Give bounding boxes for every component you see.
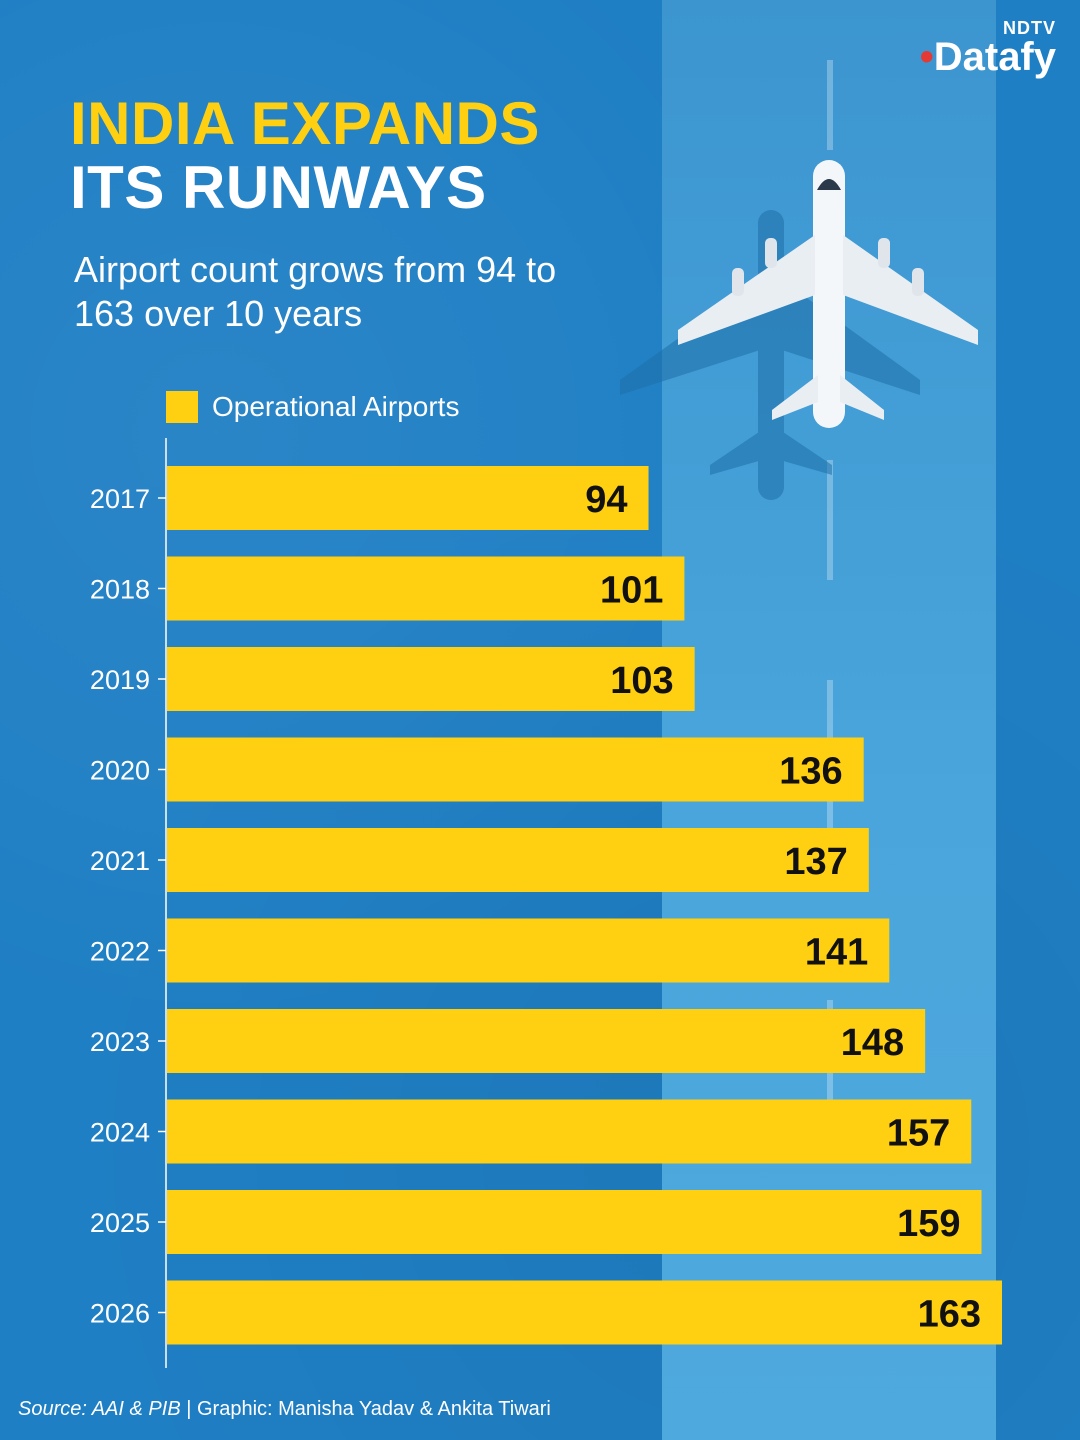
chart-legend: Operational Airports bbox=[166, 391, 459, 423]
brand-main-label: Datafy bbox=[933, 35, 1056, 79]
data-label: 163 bbox=[918, 1294, 981, 1336]
data-label: 159 bbox=[897, 1203, 960, 1245]
bar bbox=[167, 918, 890, 983]
data-label: 136 bbox=[779, 751, 842, 793]
runway-centerline bbox=[827, 460, 833, 580]
data-label: 137 bbox=[784, 841, 847, 883]
tick-label: 2019 bbox=[90, 665, 150, 695]
bar bbox=[167, 1190, 982, 1254]
brand-logo: NDTV •Datafy bbox=[920, 18, 1056, 77]
data-label: 141 bbox=[805, 932, 868, 974]
brand-top-label: NDTV bbox=[1003, 18, 1056, 38]
runway-centerline bbox=[827, 60, 833, 150]
bar bbox=[167, 556, 685, 621]
tick-label: 2022 bbox=[90, 937, 150, 967]
tick-label: 2021 bbox=[90, 846, 150, 876]
data-label: 103 bbox=[610, 660, 673, 702]
brand-dot-icon: • bbox=[919, 35, 934, 79]
title-line-1: INDIA EXPANDS bbox=[70, 90, 540, 157]
bar bbox=[167, 466, 649, 530]
bar bbox=[167, 737, 864, 802]
subtitle: Airport count grows from 94 to 163 over … bbox=[74, 249, 557, 334]
credit-label: | Graphic: Manisha Yadav & Ankita Tiwari bbox=[180, 1398, 551, 1420]
bar bbox=[167, 1009, 926, 1073]
data-label: 157 bbox=[887, 1113, 950, 1155]
data-label: 94 bbox=[585, 479, 627, 521]
data-label: 148 bbox=[841, 1022, 904, 1064]
bar bbox=[167, 1099, 972, 1164]
data-label: 101 bbox=[600, 570, 663, 612]
runway-centerline bbox=[827, 1000, 833, 1160]
tick-label: 2018 bbox=[90, 575, 150, 605]
bar bbox=[167, 1280, 1002, 1345]
tick-label: 2024 bbox=[90, 1118, 150, 1148]
source-label: Source: AAI & PIB bbox=[18, 1398, 181, 1420]
tick-label: 2023 bbox=[90, 1027, 150, 1057]
tick-label: 2017 bbox=[90, 484, 150, 514]
legend-label: Operational Airports bbox=[212, 391, 460, 422]
source-note: Source: AAI & PIB | Graphic: Manisha Yad… bbox=[18, 1398, 551, 1421]
tick-label: 2026 bbox=[90, 1299, 150, 1329]
legend-swatch bbox=[166, 391, 198, 423]
title-line-2: ITS RUNWAYS bbox=[70, 154, 487, 221]
page-title: INDIA EXPANDS ITS RUNWAYS bbox=[70, 92, 540, 220]
bar bbox=[167, 828, 869, 892]
bar bbox=[167, 647, 695, 711]
tick-label: 2020 bbox=[90, 756, 150, 786]
tick-label: 2025 bbox=[90, 1208, 150, 1238]
